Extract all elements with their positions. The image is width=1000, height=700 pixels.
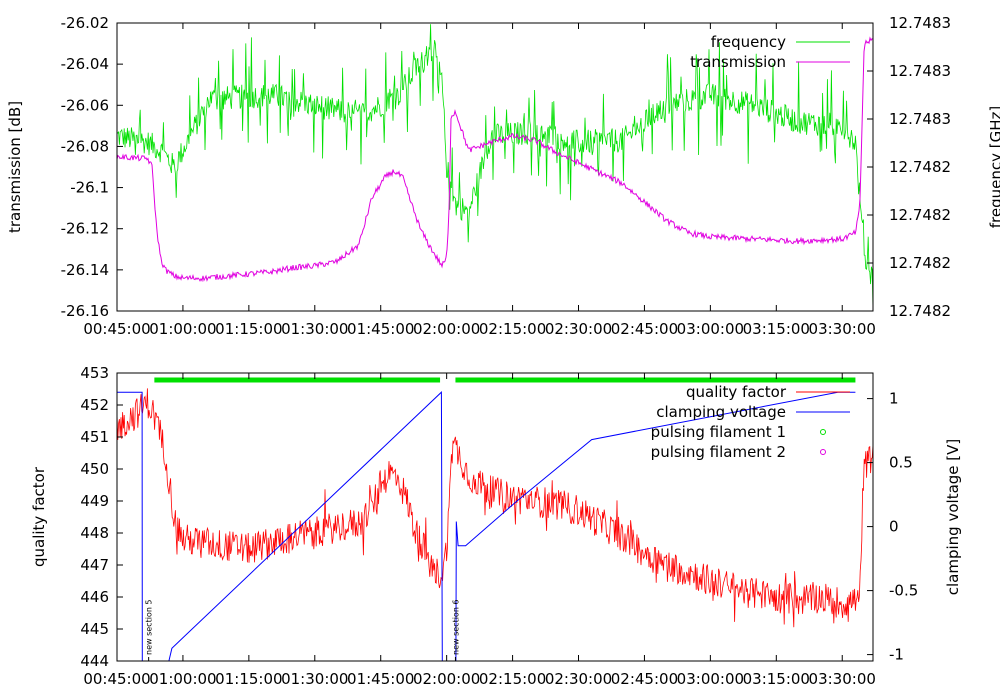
series-transmission-line	[116, 36, 874, 283]
bottom-y2-tick-label: 0	[889, 518, 899, 536]
bottom-x-tick-label: 02:15:00	[479, 670, 546, 688]
top-x-tick-label: 01:30:00	[281, 320, 348, 338]
bottom-x-tick-label: 01:15:00	[215, 670, 282, 688]
bottom-legend-pulsing-filament-1-label: pulsing filament 1	[651, 423, 786, 441]
bottom-x-tick-label: 00:45:00	[83, 670, 150, 688]
bottom-x-tick-label: 02:00:00	[413, 670, 480, 688]
top-x-tick-label: 02:45:00	[611, 320, 678, 338]
bottom-legend-quality-factor-label: quality factor	[686, 383, 787, 401]
top-x-tick-label: 03:00:00	[677, 320, 744, 338]
top-x-tick-label: 01:15:00	[215, 320, 282, 338]
series-quality-factor-line	[116, 388, 874, 628]
top-x-tick-label: 01:45:00	[347, 320, 414, 338]
section-annotation-6: new section 6	[451, 599, 460, 655]
bottom-x-tick-label: 03:30:00	[809, 670, 876, 688]
bottom-legend-clamping-voltage-label: clamping voltage	[656, 403, 786, 421]
bottom-legend: quality factor clamping voltage pulsing …	[651, 383, 850, 461]
bottom-plot-frame	[116, 372, 874, 662]
bottom-x-tick-label: 01:45:00	[347, 670, 414, 688]
bottom-chart-panel: new section 5 new section 6 00:45:0001:00…	[30, 364, 962, 688]
section-annotation-5: new section 5	[145, 599, 154, 655]
bottom-y-tick-label: 452	[80, 396, 109, 414]
top-y-tick-label: -26.06	[61, 96, 109, 114]
top-y2-tick-label: 12.7483	[889, 14, 951, 32]
top-y2-tick-label: 12.7483	[889, 62, 951, 80]
top-legend: frequency transmission	[690, 33, 850, 71]
top-y-tick-label: -26.08	[61, 137, 109, 155]
bottom-x-tick-label: 02:30:00	[545, 670, 612, 688]
top-y2-tick-label: 12.7483	[889, 110, 951, 128]
bottom-x-tick-label: 03:15:00	[743, 670, 810, 688]
bottom-y2-tick-label: 0.5	[889, 454, 913, 472]
top-x-tick-label: 00:45:00	[83, 320, 150, 338]
top-y2-tick-label: 12.7482	[889, 206, 951, 224]
bottom-y-tick-label: 445	[80, 620, 109, 638]
top-chart-panel: 00:45:0001:00:0001:15:0001:30:0001:45:00…	[6, 14, 1000, 338]
top-y-tick-label: -26.16	[61, 302, 109, 320]
top-x-tick-label: 02:00:00	[413, 320, 480, 338]
bottom-legend-pulsing-filament-2-label: pulsing filament 2	[651, 443, 786, 461]
bottom-y-tick-label: 449	[80, 492, 109, 510]
top-y2-axis-label: frequency [GHz]	[987, 106, 1000, 228]
bottom-y2-tick-label: 1	[889, 390, 899, 408]
top-y2-tick-label: 12.7482	[889, 302, 951, 320]
bottom-legend-pulsing-filament-2-marker	[820, 449, 826, 455]
bottom-y2-axis-label: clamping voltage [V]	[944, 439, 962, 595]
bottom-y2-tick-label: -1	[889, 646, 904, 664]
bottom-y-tick-label: 444	[80, 652, 109, 670]
top-y-tick-label: -26.04	[61, 55, 109, 73]
top-x-tick-label: 03:15:00	[743, 320, 810, 338]
top-y-tick-label: -26.02	[61, 14, 109, 32]
top-x-tick-label: 03:30:00	[809, 320, 876, 338]
top-y2-tick-label: 12.7482	[889, 254, 951, 272]
bottom-y-tick-label: 446	[80, 588, 109, 606]
top-y-tick-label: -26.1	[70, 179, 109, 197]
bottom-y-tick-label: 447	[80, 556, 109, 574]
bottom-legend-pulsing-filament-1-marker	[820, 429, 826, 435]
bottom-y-tick-label: 453	[80, 364, 109, 382]
series-frequency-line	[116, 24, 874, 311]
bottom-x-tick-label: 01:00:00	[149, 670, 216, 688]
top-legend-frequency-label: frequency	[711, 33, 786, 51]
top-y-axis-label: transmission [dB]	[6, 101, 24, 233]
top-legend-transmission-label: transmission	[690, 53, 786, 71]
top-x-tick-label: 02:15:00	[479, 320, 546, 338]
bottom-y-tick-label: 450	[80, 460, 109, 478]
bottom-y-axis-label: quality factor	[30, 466, 48, 567]
bottom-y-tick-label: 448	[80, 524, 109, 542]
bottom-y2-tick-label: -0.5	[889, 582, 918, 600]
bottom-x-tick-label: 02:45:00	[611, 670, 678, 688]
top-y-tick-label: -26.12	[61, 220, 109, 238]
bottom-y-tick-label: 451	[80, 428, 109, 446]
bottom-x-tick-label: 01:30:00	[281, 670, 348, 688]
top-y2-tick-label: 12.7482	[889, 158, 951, 176]
top-x-tick-label: 02:30:00	[545, 320, 612, 338]
top-x-tick-label: 01:00:00	[149, 320, 216, 338]
top-y-tick-label: -26.14	[61, 261, 109, 279]
bottom-x-tick-label: 03:00:00	[677, 670, 744, 688]
